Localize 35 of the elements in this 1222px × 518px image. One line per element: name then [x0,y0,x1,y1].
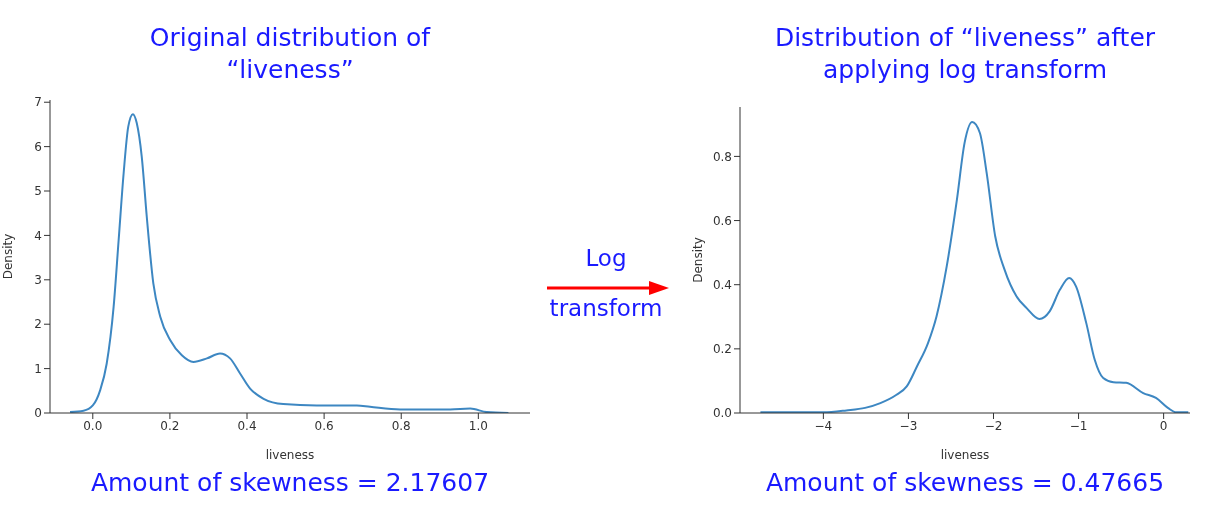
y-tick-label: 0.6 [712,213,732,228]
y-tick-label: 0.0 [712,406,732,421]
x-tick-label: 1.0 [468,418,488,433]
x-tick-label: 0.8 [391,418,411,433]
y-tick-label: 5 [34,184,42,199]
y-tick-label: 0.4 [712,277,732,292]
x-tick-label: 0.0 [83,418,103,433]
y-tick-label: 0.8 [712,149,732,164]
x-tick-label: −3 [899,418,918,433]
x-tick-label: 0.6 [314,418,334,433]
x-tick-label: −2 [984,418,1003,433]
x-axis-title: liveness [265,448,315,462]
chart-title: Distribution of “liveness” after applying log transform [773,22,1157,86]
text: Amount of skewness = 2.17607 [89,468,491,497]
y-tick-label: 2 [34,317,42,332]
x-tick-label: −1 [1069,418,1088,433]
x-tick-label: −4 [814,418,833,433]
text: Amount of skewness = 0.47665 [764,468,1166,497]
text: Log [584,245,628,271]
x-tick-label: 0 [1159,418,1168,433]
x-tick-label: 0.4 [237,418,257,433]
x-tick-label: 0.2 [160,418,180,433]
x-axis-title: liveness [940,448,990,462]
chart-title: Original distribution of “liveness” [148,22,432,86]
y-axis-title: Density [691,237,706,283]
text: transform [548,295,664,321]
y-tick-label: 7 [34,95,42,110]
line-series [759,121,1190,413]
y-tick-label: 0.2 [712,342,732,357]
y-tick-label: 0 [34,406,42,421]
y-tick-label: 1 [34,361,42,376]
y-axis-title: Density [1,233,16,280]
y-tick-label: 6 [34,139,42,154]
y-tick-label: 3 [34,273,42,288]
y-tick-label: 4 [34,228,42,243]
